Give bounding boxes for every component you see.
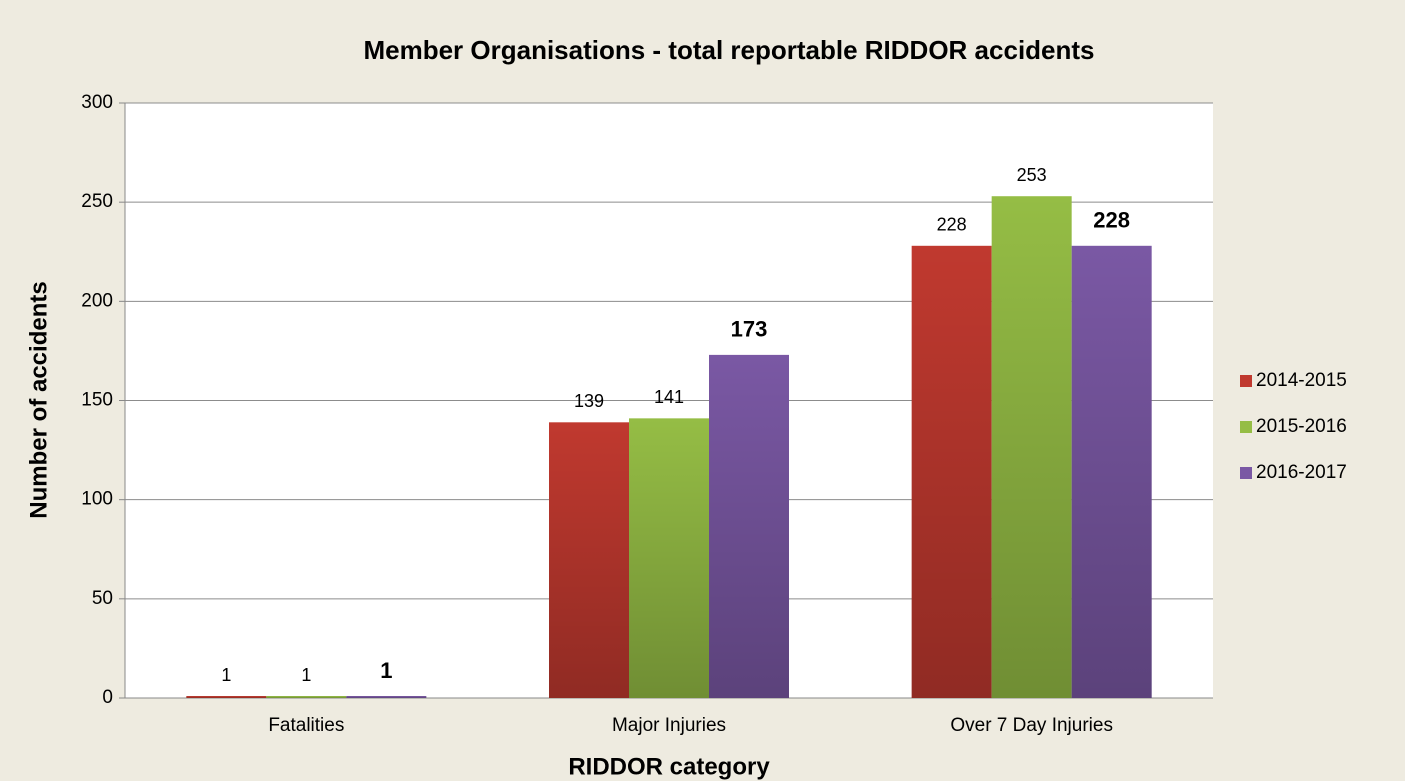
bar-shade — [629, 418, 709, 698]
y-tick-label: 50 — [92, 588, 113, 609]
bar-shade — [346, 696, 427, 698]
data-label: 173 — [731, 317, 768, 342]
bar-shade — [991, 196, 1072, 698]
data-label: 139 — [574, 391, 604, 411]
x-tick-label: Major Injuries — [612, 715, 726, 736]
data-label: 1 — [221, 665, 231, 685]
bar-shade — [911, 245, 992, 699]
x-axis-label: RIDDOR category — [568, 753, 770, 780]
y-tick-label: 250 — [81, 191, 113, 212]
y-tick-label: 300 — [81, 92, 113, 113]
legend-swatch — [1240, 467, 1252, 479]
chart-title: Member Organisations - total reportable … — [363, 35, 1094, 65]
x-tick-label: Over 7 Day Injuries — [950, 715, 1113, 736]
data-label: 1 — [380, 658, 392, 683]
legend-label: 2016-2017 — [1256, 462, 1347, 483]
bar-shade — [266, 696, 347, 698]
data-label: 228 — [937, 215, 967, 235]
y-tick-label: 0 — [102, 687, 113, 708]
data-label: 253 — [1017, 165, 1047, 185]
data-label: 1 — [301, 665, 311, 685]
x-tick-label: Fatalities — [268, 715, 344, 736]
legend-swatch — [1240, 421, 1252, 433]
y-axis-label: Number of accidents — [25, 281, 52, 518]
data-label: 228 — [1093, 208, 1130, 233]
bar-shade — [186, 696, 267, 698]
legend-label: 2014-2015 — [1256, 370, 1347, 391]
y-tick-label: 100 — [81, 489, 113, 510]
legend-swatch — [1240, 375, 1252, 387]
y-tick-label: 200 — [81, 290, 113, 311]
bar-shade — [709, 354, 789, 698]
data-label: 141 — [654, 387, 684, 407]
bar-shade — [549, 422, 629, 698]
legend-label: 2015-2016 — [1256, 416, 1347, 437]
bar-shade — [1071, 245, 1152, 699]
y-tick-label: 150 — [81, 390, 113, 411]
